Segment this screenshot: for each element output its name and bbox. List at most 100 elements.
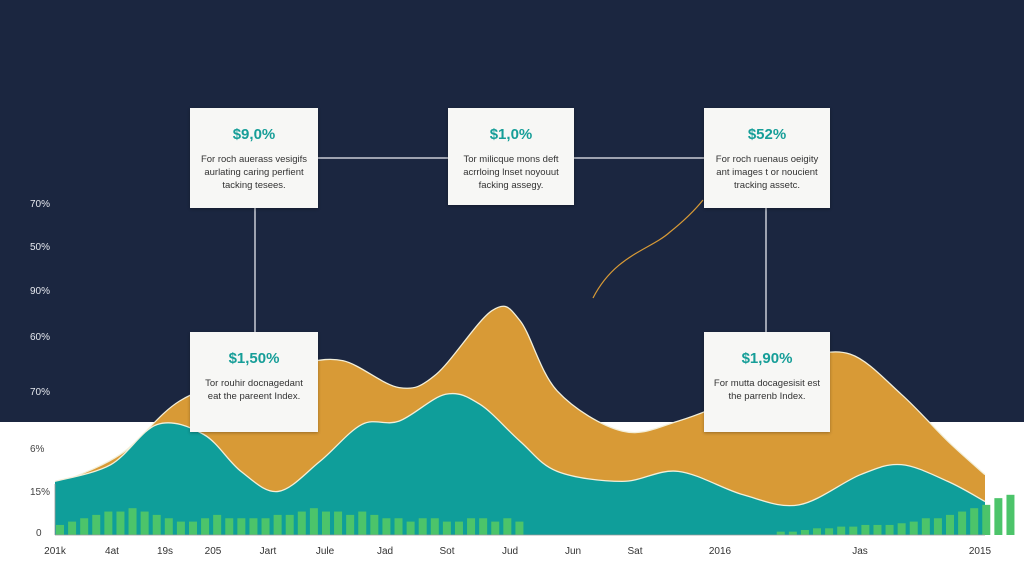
card-value: $1,50% <box>228 350 280 367</box>
trend-line <box>592 199 704 299</box>
x-tick-label: 201k <box>44 546 66 557</box>
x-tick-label: Jart <box>259 546 277 557</box>
x-tick-label: Sot <box>439 546 455 557</box>
x-tick-label: 2016 <box>708 546 732 557</box>
bar <box>213 514 222 535</box>
bar <box>958 511 967 535</box>
bar <box>406 521 415 535</box>
y-tick-label: 60% <box>30 332 51 343</box>
bar <box>873 524 882 535</box>
card-value: $1,90% <box>741 350 793 367</box>
info-card: $1,50% Tor rouhir docnagedant eat the pa… <box>190 332 318 432</box>
bar <box>346 514 355 535</box>
bar <box>418 518 427 535</box>
teal-area <box>55 393 985 535</box>
bar <box>370 514 379 535</box>
x-tick-label: Jun <box>564 546 582 557</box>
bar <box>201 518 210 535</box>
bar <box>897 523 906 535</box>
y-tick-label: 15% <box>30 487 51 498</box>
y-tick-label: 70% <box>30 199 51 210</box>
bar <box>849 526 858 535</box>
bar <box>982 504 991 535</box>
bar <box>80 518 89 535</box>
bar <box>309 508 318 535</box>
bar <box>382 518 391 535</box>
bar <box>334 511 343 535</box>
bar <box>92 514 101 535</box>
bar <box>454 521 463 535</box>
x-tick-label: Jad <box>376 546 394 557</box>
bar <box>467 518 476 535</box>
bar <box>56 524 64 535</box>
bar <box>273 514 282 535</box>
bar <box>788 531 797 535</box>
bar <box>321 511 330 535</box>
info-card: $9,0% For roch auerass vesigifs aurlatin… <box>190 108 318 208</box>
bar <box>1006 494 1015 535</box>
card-description: For mutta docagesisit est the parrenb In… <box>713 378 821 402</box>
card-value: $52% <box>747 126 787 143</box>
bar <box>800 529 809 535</box>
x-tick-label: Jule <box>315 546 335 557</box>
y-tick-label: 0 <box>36 528 42 539</box>
bar <box>813 528 822 535</box>
bar <box>970 508 979 535</box>
y-tick-label: 6% <box>30 444 45 455</box>
card-description: For roch auerass vesigifs aurlating cari… <box>200 154 308 191</box>
bar <box>776 531 785 535</box>
card-description: For roch ruenaus oeigity ant images t or… <box>715 154 819 191</box>
bar <box>994 498 1003 535</box>
info-card: $52% For roch ruenaus oeigity ant images… <box>704 108 830 208</box>
bar <box>946 514 955 535</box>
orange-area <box>55 306 985 535</box>
bar <box>921 518 930 535</box>
bar <box>116 511 125 535</box>
bar <box>837 526 846 535</box>
bar <box>188 521 197 535</box>
bar <box>394 518 403 535</box>
bar <box>68 521 77 535</box>
card-value: $9,0% <box>232 126 276 143</box>
x-tick-label: Sat <box>627 546 643 557</box>
bar <box>430 518 439 535</box>
card-value: $1,0% <box>489 126 533 143</box>
card-description: Tor milicque mons deft acrrloing lnset n… <box>463 154 559 191</box>
bar <box>164 518 173 535</box>
bar <box>285 514 294 535</box>
bar <box>152 514 161 535</box>
info-card: $1,0% Tor milicque mons deft acrrloing l… <box>448 108 574 205</box>
bar <box>176 521 185 535</box>
x-tick-label: 19s <box>156 546 174 557</box>
bar <box>225 518 234 535</box>
x-tick-label: 205 <box>204 546 222 557</box>
x-tick-label: 2015 <box>968 546 992 557</box>
teal-series-line <box>54 392 986 507</box>
bar <box>104 511 113 535</box>
bar <box>861 524 870 535</box>
bar <box>909 521 918 535</box>
bar <box>479 518 488 535</box>
bar <box>503 518 512 535</box>
x-tick-label: Jas <box>852 546 868 557</box>
bar <box>491 521 500 535</box>
bar <box>261 518 270 535</box>
bar <box>140 511 149 535</box>
bar <box>249 518 258 535</box>
x-tick-label: 4at <box>105 546 119 557</box>
card-description: Tor rouhir docnagedant eat the pareent I… <box>205 378 303 402</box>
bar <box>885 524 894 535</box>
info-card: $1,90% For mutta docagesisit est the par… <box>704 332 830 432</box>
y-tick-label: 50% <box>30 242 51 253</box>
bar <box>442 521 451 535</box>
bar <box>825 528 834 535</box>
bar <box>297 511 306 535</box>
y-tick-label: 70% <box>30 387 51 398</box>
bar <box>515 521 524 535</box>
bar <box>358 511 367 535</box>
x-tick-label: Jud <box>501 546 519 557</box>
bar <box>933 518 942 535</box>
bar <box>237 518 246 535</box>
bar <box>128 508 137 535</box>
